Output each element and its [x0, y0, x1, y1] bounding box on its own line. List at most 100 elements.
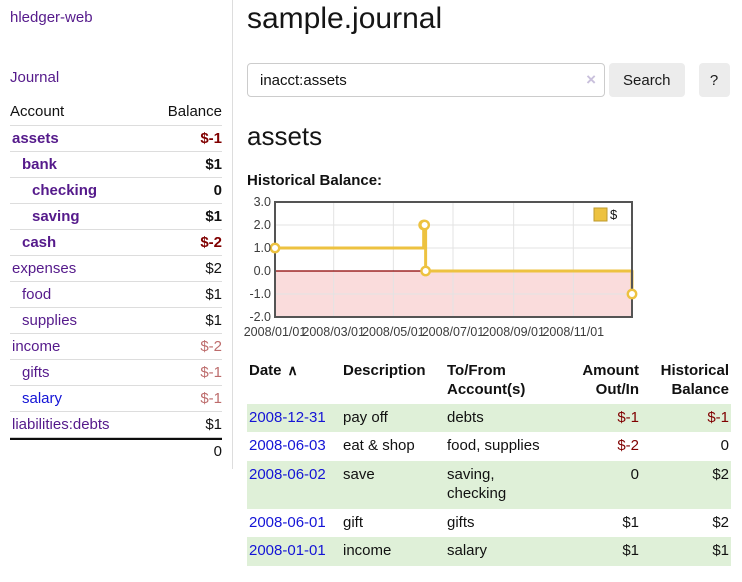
register-row: 2008-12-31 pay off debts $-1 $-1: [247, 403, 731, 433]
sidebar-item-journal[interactable]: Journal: [10, 69, 60, 86]
account-name-cell: saving: [10, 203, 148, 229]
x-tick-label: 2008/01/01: [244, 325, 307, 339]
register-description: save: [343, 466, 375, 483]
register-amount: $1: [622, 542, 639, 560]
accounts-total-spacer: [10, 438, 148, 463]
register-header-amount: Amount Out/In: [582, 362, 639, 398]
chart-title: Historical Balance:: [247, 172, 383, 189]
x-tick-label: 2008/07/01: [422, 325, 485, 339]
account-row: income $-2: [10, 333, 222, 359]
register-balance: $2: [712, 466, 729, 483]
account-name-cell: cash: [10, 229, 148, 255]
account-link[interactable]: salary: [22, 390, 63, 407]
account-link[interactable]: gifts: [22, 364, 50, 381]
accounts-header-account: Account: [10, 103, 65, 120]
account-name-cell: liabilities:debts: [10, 411, 148, 438]
accounts-table: Account Balance assets $-1 bank $1 checking 0…: [10, 101, 222, 463]
account-name-cell: gifts: [10, 359, 148, 385]
accounts-total-row: 0: [10, 438, 222, 463]
register-accounts: gifts: [447, 513, 475, 531]
x-tick-label: 2008/03/01: [302, 325, 365, 339]
register-accounts: debts: [447, 408, 484, 426]
account-link[interactable]: supplies: [22, 312, 78, 329]
register-balance: $1: [712, 542, 729, 560]
account-balance: $-1: [147, 359, 222, 385]
search-input[interactable]: [247, 63, 605, 97]
register-header-date[interactable]: Date ∧: [249, 362, 298, 379]
account-link[interactable]: bank: [22, 156, 58, 173]
account-name-cell: checking: [10, 177, 148, 203]
register-date-link[interactable]: 2008-01-01: [249, 542, 326, 560]
search-help-button[interactable]: ?: [698, 63, 730, 97]
legend-label: $: [610, 207, 618, 222]
account-row: liabilities:debts $1: [10, 411, 222, 438]
register-description: gift: [343, 513, 364, 531]
register-date-link[interactable]: 2008-12-31: [249, 408, 326, 426]
register-amount: 0: [630, 466, 639, 483]
account-row: expenses $2: [10, 255, 222, 281]
account-link[interactable]: income: [12, 338, 61, 355]
clear-search-icon[interactable]: ×: [586, 70, 596, 89]
register-accounts: food, supplies: [447, 437, 540, 455]
register-header-accounts: To/From Account(s): [447, 362, 526, 398]
register-row: 2008-01-01 income salary $1 $1: [247, 537, 731, 566]
register-header-row: Date ∧ Description To/From Account(s) Amo…: [247, 360, 731, 404]
account-balance: $1: [147, 151, 222, 177]
search-button[interactable]: Search: [609, 63, 685, 97]
register-description: pay off: [343, 408, 388, 426]
register-date-link[interactable]: 2008-06-02: [249, 466, 326, 483]
account-balance: $1: [147, 203, 222, 229]
account-link[interactable]: cash: [22, 234, 57, 251]
account-balance: $1: [147, 281, 222, 307]
account-link[interactable]: saving: [32, 208, 80, 225]
balance-chart-svg: $3.0 2.0 1.0 0.0 -1.0 -2.02008/01/012008/03/0…: [244, 195, 638, 339]
accounts-header-balance: Balance: [167, 103, 222, 120]
account-link[interactable]: assets: [12, 130, 59, 147]
register-balance: 0: [720, 437, 729, 455]
search-form: × Search ?: [247, 63, 742, 97]
register-accounts: saving, checking: [447, 466, 507, 502]
account-name-cell: bank: [10, 151, 148, 177]
register-date-cell: 2008-06-02: [247, 461, 343, 509]
y-tick-label: -1.0: [249, 287, 271, 301]
account-balance: $-1: [147, 125, 222, 151]
legend-swatch: [593, 207, 608, 222]
y-tick-label: 0.0: [254, 264, 271, 278]
accounts-total-value: 0: [147, 438, 222, 463]
account-link[interactable]: checking: [32, 182, 98, 199]
register-header-balance: Historical Balance: [660, 362, 729, 398]
account-name-cell: expenses: [10, 255, 148, 281]
sort-asc-icon: ∧: [287, 362, 298, 378]
register-date-link[interactable]: 2008-06-03: [249, 437, 326, 455]
app-title-link[interactable]: hledger-web: [10, 9, 93, 26]
account-balance: 0: [147, 177, 222, 203]
register-balance: $-1: [707, 408, 729, 426]
account-link[interactable]: expenses: [12, 260, 77, 277]
register-description: income: [343, 542, 392, 560]
register-header-description: Description: [343, 362, 426, 379]
register-date-cell: 2008-06-01: [247, 509, 343, 538]
x-tick-label: 2008/11/01: [542, 325, 604, 339]
x-tick-label: 2008/05/01: [362, 325, 425, 339]
register-accounts: salary: [447, 542, 488, 560]
account-balance: $1: [147, 411, 222, 438]
account-row: bank $1: [10, 151, 222, 177]
account-link[interactable]: food: [22, 286, 52, 303]
historical-balance-chart[interactable]: $3.0 2.0 1.0 0.0 -1.0 -2.0 2008/01/01 2008/03/0…: [244, 195, 742, 344]
register-balance: $2: [712, 513, 729, 531]
account-link[interactable]: liabilities:debts: [12, 416, 110, 433]
sidebar: hledger-web Journal Account Balance asse…: [0, 0, 233, 469]
chart-legend: $: [590, 205, 626, 224]
account-row: saving $1: [10, 203, 222, 229]
account-balance: $1: [147, 307, 222, 333]
account-row: food $1: [10, 281, 222, 307]
y-tick-label: 3.0: [254, 195, 271, 209]
account-row: checking 0: [10, 177, 222, 203]
y-tick-label: 2.0: [254, 218, 271, 232]
account-name-cell: salary: [10, 385, 148, 411]
register-date-link[interactable]: 2008-06-01: [249, 513, 326, 531]
page: hledger-web Journal Account Balance asse…: [0, 0, 742, 566]
register-amount: $-1: [617, 408, 639, 426]
register-row: 2008-06-02 save saving, checking 0 $2: [247, 461, 731, 509]
account-row: supplies $1: [10, 307, 222, 333]
